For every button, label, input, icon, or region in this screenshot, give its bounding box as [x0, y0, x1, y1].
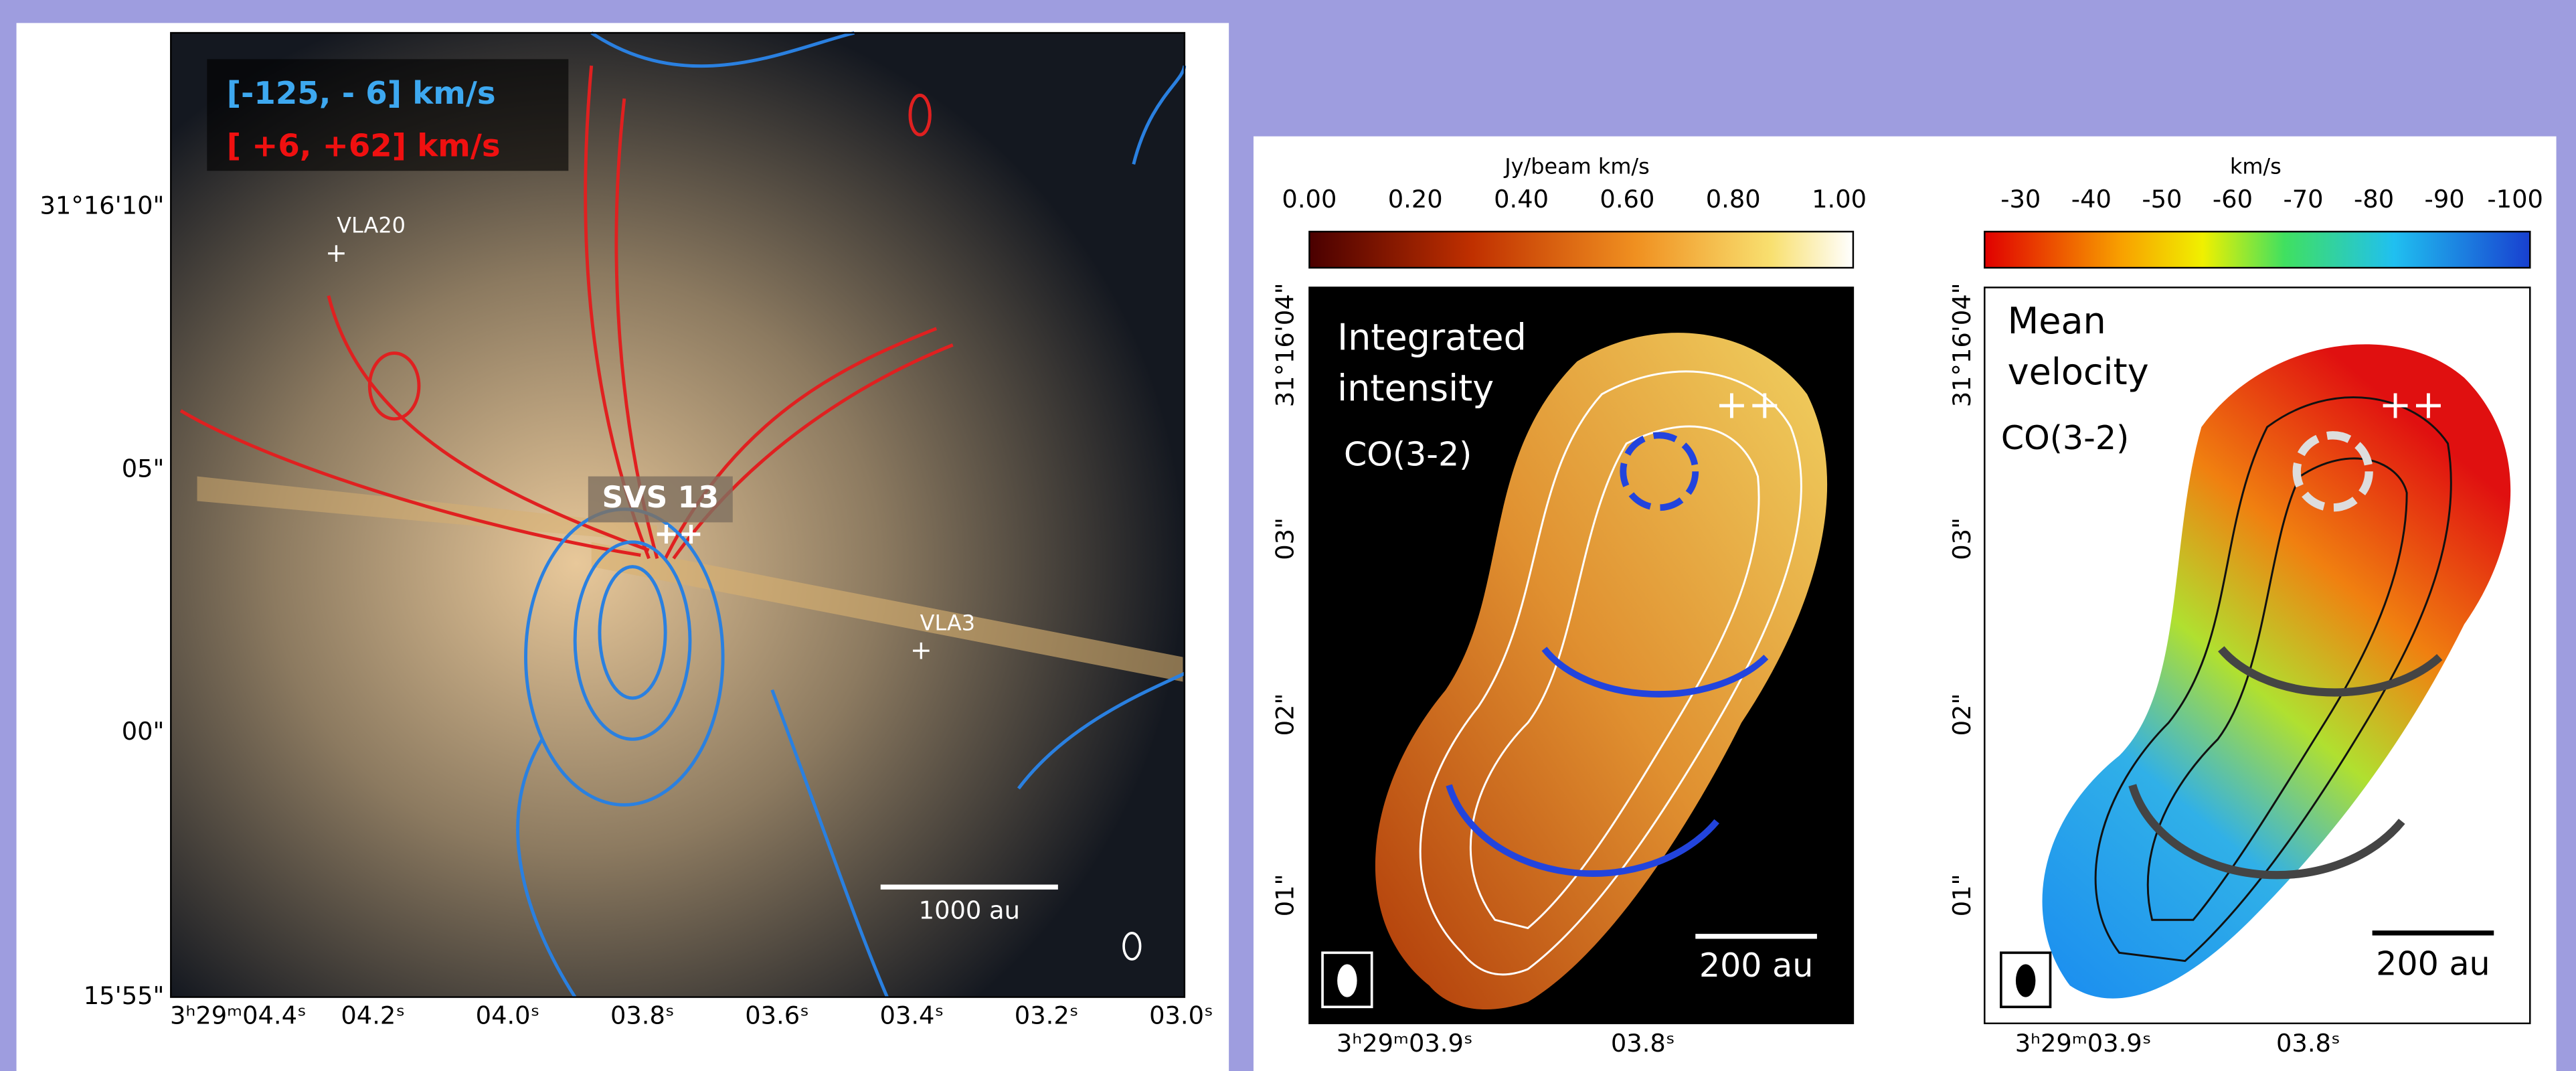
panel-title: Integrated — [1337, 317, 1527, 359]
x-tick-label: 04.0ˢ — [476, 1001, 540, 1030]
scale-label: 200 au — [2376, 944, 2490, 983]
panel-title: velocity — [2008, 351, 2149, 393]
x-tick-label: 04.2ˢ — [341, 1001, 405, 1030]
x-tick-label: 03.8ˢ — [2276, 1029, 2340, 1058]
y-tick-label: 31°16'10" — [40, 191, 165, 220]
colorbar-tick-label: -90 — [2425, 185, 2465, 214]
x-tick-label: 03.8ˢ — [1611, 1029, 1675, 1058]
y-tick-label: 03" — [1271, 517, 1300, 560]
line-label: CO(3-2) — [2001, 418, 2129, 457]
y-tick-label: 01" — [1948, 874, 1976, 917]
line-label: CO(3-2) — [1344, 435, 1472, 474]
colorbar-label: Jy/beam km/s — [1503, 153, 1650, 179]
colorbar — [1984, 232, 2530, 268]
label: SVS 13 — [602, 481, 719, 515]
y-tick-label: 02" — [1948, 693, 1976, 736]
x-tick-label: 03.8ˢ — [610, 1001, 675, 1030]
colorbar-tick-label: -70 — [2283, 185, 2323, 214]
colorbar-tick-label: 1.00 — [1812, 185, 1867, 214]
y-tick-label: 02" — [1271, 693, 1300, 736]
colorbar-tick-label: -60 — [2213, 185, 2253, 214]
y-tick-label: 15'55" — [84, 981, 165, 1010]
colorbar-tick-label: -40 — [2071, 185, 2112, 214]
marker: ++ — [1715, 382, 1782, 428]
colorbar-tick-label: -30 — [2000, 185, 2041, 214]
legend-entry: [-125, - 6] km/s — [227, 75, 496, 111]
x-tick-label: 3ʰ29ᵐ03.9ˢ — [1337, 1029, 1473, 1058]
panel-title: intensity — [1337, 367, 1494, 410]
colorbar-tick-label: -100 — [2487, 185, 2543, 214]
y-tick-label: 31°16'04" — [1948, 282, 1976, 407]
marker: ++ — [2379, 382, 2445, 428]
colorbar-tick-label: 0.20 — [1388, 185, 1443, 214]
panel-title: Mean — [2008, 300, 2106, 342]
x-tick-label: 3ʰ29ᵐ03.9ˢ — [2015, 1029, 2152, 1058]
scale-label: 1000 au — [919, 896, 1020, 924]
label: VLA20 — [337, 213, 406, 238]
marker: + — [910, 636, 932, 666]
colorbar-tick-label: 0.60 — [1600, 185, 1654, 214]
label: VLA3 — [920, 610, 975, 636]
y-tick-label: 01" — [1271, 874, 1300, 917]
colorbar-label: km/s — [2230, 153, 2282, 179]
x-tick-label: 03.2ˢ — [1015, 1001, 1079, 1030]
y-tick-label: 05" — [122, 454, 165, 483]
colorbar-tick-label: 0.40 — [1494, 185, 1549, 214]
colorbar-tick-label: -50 — [2142, 185, 2182, 214]
beam — [1337, 964, 1357, 997]
beam — [2016, 964, 2035, 997]
colorbar-tick-label: -80 — [2354, 185, 2394, 214]
x-tick-label: 3ʰ29ᵐ04.4ˢ — [170, 1001, 307, 1030]
colorbar-tick-label: 0.80 — [1706, 185, 1761, 214]
colorbar — [1309, 232, 1853, 268]
y-tick-label: 31°16'04" — [1271, 282, 1300, 407]
figure: [-125, - 6] km/s [ +6, +62] km/s VLA20 +… — [0, 0, 2576, 1071]
legend-entry: [ +6, +62] km/s — [227, 127, 501, 163]
marker: + — [325, 238, 347, 268]
colorbar-tick-label: 0.00 — [1282, 185, 1337, 214]
y-tick-label: 03" — [1948, 517, 1976, 560]
x-tick-label: 03.6ˢ — [745, 1001, 809, 1030]
x-tick-label: 03.0ˢ — [1149, 1001, 1213, 1030]
x-tick-label: 03.4ˢ — [880, 1001, 944, 1030]
marker: ++ — [654, 517, 703, 551]
y-tick-label: 00" — [122, 717, 165, 746]
scale-label: 200 au — [1699, 946, 1813, 985]
